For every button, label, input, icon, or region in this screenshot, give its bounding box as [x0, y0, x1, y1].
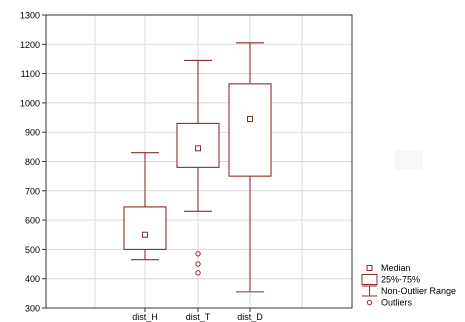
y-tick-label-3: 600 [25, 216, 40, 226]
y-tick-label-10: 1300 [20, 11, 40, 21]
legend-marker-box [361, 274, 378, 285]
x-tick-label-2: dist_D [237, 312, 263, 322]
x-tick-label-1: dist_T [186, 312, 211, 322]
median-marker-dist_T [195, 145, 201, 152]
y-tick-label-5: 800 [25, 157, 40, 167]
y-tick-label-4: 700 [25, 186, 40, 196]
median-marker-dist_H [142, 231, 148, 238]
y-tick-label-6: 900 [25, 128, 40, 138]
box-group-dist_D [228, 42, 272, 293]
outlier-dist_T-0 [195, 251, 201, 257]
blank-legend-placeholder [395, 150, 423, 170]
outlier-dist_T-2 [195, 270, 201, 276]
legend-marker-median [366, 265, 373, 271]
legend-item-3: Outliers [366, 298, 413, 308]
outlier-dist_T-1 [195, 261, 201, 267]
box-iqr-dist_H [123, 206, 167, 250]
legend-marker-outlier [366, 299, 373, 306]
legend-label-1: 25%-75% [381, 275, 420, 285]
box-group-dist_T [176, 59, 220, 276]
legend-label-0: Median [381, 263, 411, 273]
y-tick-label-7: 1000 [20, 98, 40, 108]
box-group-dist_H [123, 152, 167, 261]
median-marker-dist_D [247, 116, 253, 123]
y-tick-label-8: 1100 [21, 69, 40, 79]
legend-label-3: Outliers [381, 298, 413, 308]
y-tick-label-9: 1200 [20, 40, 40, 50]
x-tick-label-0: dist_H [132, 312, 158, 322]
legend-item-1: 25%-75% [361, 274, 420, 285]
y-tick-label-1: 400 [25, 274, 40, 284]
y-tick-label-0: 300 [25, 304, 40, 314]
legend-label-2: Non-Outlier Range [381, 286, 456, 296]
legend-item-2: Non-Outlier Range [362, 285, 456, 297]
legend-item-0: Median [366, 263, 411, 273]
y-tick-label-2: 500 [25, 245, 40, 255]
box-iqr-dist_D [228, 83, 272, 177]
